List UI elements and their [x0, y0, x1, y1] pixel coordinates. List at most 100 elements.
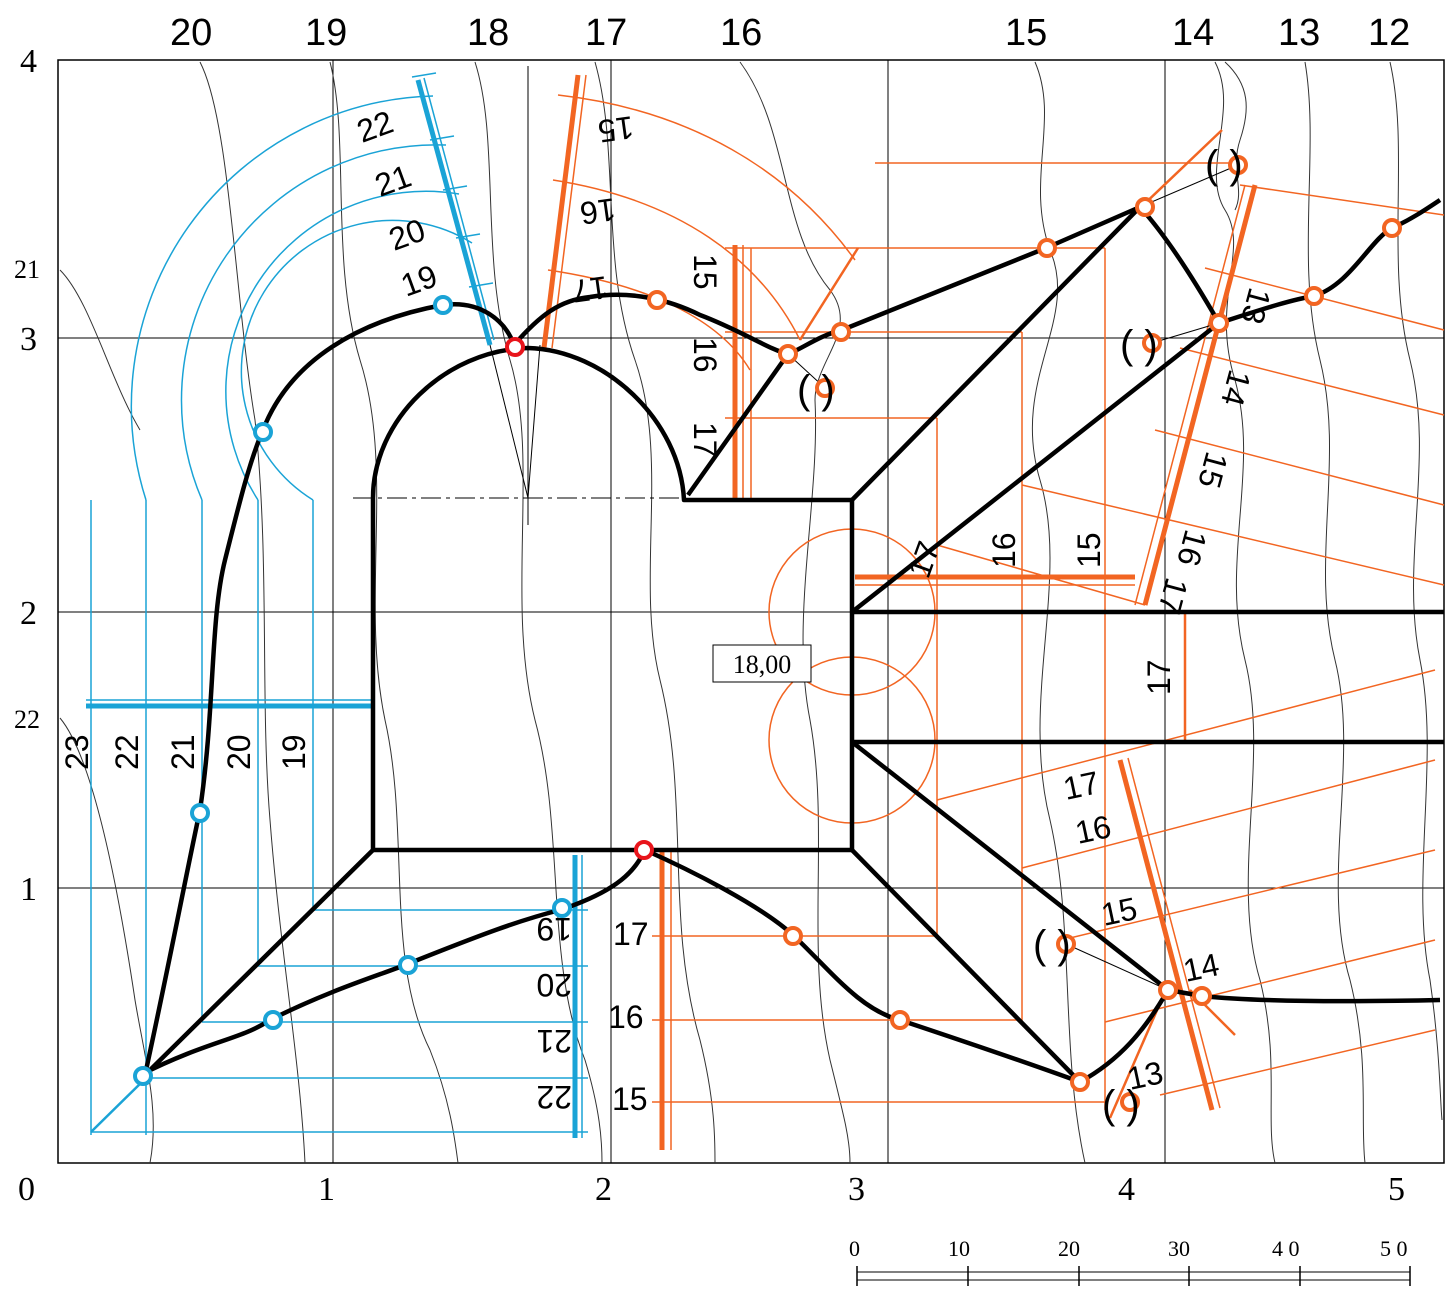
blue-point	[433, 295, 453, 315]
orange-lower-ray	[1104, 939, 1436, 1023]
blue-vertical-label: 23	[59, 734, 95, 770]
orange-top-vertical-label: 17	[687, 422, 723, 458]
paren-markers: ( ) ( ) ( ) ( ) ( )	[797, 143, 1243, 1127]
orange-point	[815, 378, 835, 398]
orange-top-slanted-label: 16	[578, 191, 618, 232]
orange-bottom-right-label: 15	[1098, 890, 1140, 933]
orange-point	[778, 344, 798, 364]
blue-point	[552, 898, 572, 918]
orange-point	[1135, 197, 1155, 217]
contour-line	[474, 61, 603, 1164]
corner-diag	[850, 321, 1221, 614]
paren-marker: ( )	[1102, 1083, 1140, 1127]
orange-top-slanted-label: 15	[596, 109, 636, 150]
corner-diag	[850, 740, 1170, 992]
corner-diag	[850, 848, 1082, 1084]
blue-labels: 22 21 20 19 23 22 21 20 19 19 20 21 22	[59, 104, 572, 1115]
blue-tick	[455, 233, 481, 239]
orange-mid-right-label: 17	[1141, 659, 1177, 695]
y-axis-label: 3	[20, 321, 37, 358]
slope-edge-upper	[512, 292, 843, 357]
x-axis-label: 1	[318, 1171, 335, 1208]
connector	[1065, 943, 1169, 991]
orange-point	[1382, 218, 1402, 238]
orange-bottom-left-label: 15	[612, 1081, 648, 1117]
paren-marker: ( )	[1033, 923, 1071, 967]
blue-vertical-label: 21	[165, 734, 201, 770]
orange-lower-ray	[936, 669, 1436, 801]
orange-point	[1158, 980, 1178, 1000]
connector	[1151, 322, 1220, 344]
paren-marker: ( )	[797, 368, 835, 412]
blue-slanted-label: 22	[352, 104, 398, 150]
orange-bottom-left-label: 17	[613, 916, 649, 952]
blue-arc-20	[225, 190, 460, 501]
orange-point	[647, 290, 667, 310]
orange-bottom-right-label: 16	[1072, 808, 1114, 851]
blue-tick	[468, 282, 494, 288]
blue-slope-line-thin	[423, 77, 495, 341]
paren-marker: ( )	[1120, 323, 1158, 367]
orange-point	[890, 1010, 910, 1030]
road-slope-edge	[841, 198, 1442, 333]
scale-label: 20	[1058, 1236, 1080, 1261]
red-points	[505, 337, 654, 860]
orange-bottom-left-label: 16	[608, 999, 644, 1035]
blue-point	[263, 1010, 283, 1030]
contour-line	[59, 717, 154, 1164]
contour-line	[199, 61, 306, 1164]
top-contour-label: 16	[720, 12, 762, 54]
orange-ray	[1179, 347, 1445, 416]
left-contour-label: 21	[14, 255, 40, 284]
orange-point	[783, 926, 803, 946]
orange-diag	[1137, 129, 1223, 211]
orange-ray	[1204, 267, 1445, 331]
x-axis-label: 0	[18, 1171, 35, 1208]
orange-slope-line	[541, 74, 581, 349]
orange-point	[1070, 1072, 1090, 1092]
orange-mid-vertical-label: 15	[1071, 532, 1107, 568]
peak-wedge	[489, 344, 541, 499]
orange-point	[1304, 286, 1324, 306]
grid-axis-labels: 0 1 2 3 4 5 4 3 2 1	[18, 43, 1405, 1208]
top-contour-label: 18	[467, 12, 509, 54]
blue-vertical-label: 20	[221, 734, 257, 770]
blue-points	[133, 295, 572, 1086]
elevation-value: 18,00	[733, 650, 792, 679]
blue-bottom-label: 21	[536, 1023, 572, 1059]
corner-diag	[850, 205, 1142, 502]
red-point	[505, 337, 525, 357]
orange-right-lower-slope-thin	[1127, 757, 1221, 1109]
orange-arc-15	[557, 94, 856, 261]
contour-line	[594, 61, 716, 1164]
blue-tick	[411, 72, 437, 78]
top-contour-label: 20	[170, 12, 212, 54]
top-contour-label: 17	[585, 12, 627, 54]
red-point	[634, 840, 654, 860]
orange-top-vertical-label: 16	[687, 337, 723, 373]
orange-slope-line-thin	[551, 74, 587, 349]
orange-right-slanted-label: 16	[1170, 526, 1214, 570]
left-contour-label: 22	[14, 705, 40, 734]
blue-slope-line	[415, 79, 493, 346]
orange-point	[1142, 333, 1162, 353]
elevation-box	[712, 644, 812, 683]
orange-bottom-right-label: 17	[1060, 764, 1102, 807]
orange-right-slanted-label: 14	[1214, 366, 1258, 410]
orange-lower-ray	[1069, 849, 1436, 939]
orange-cut-line	[798, 247, 860, 341]
top-contour-label: 13	[1278, 12, 1320, 54]
y-axis-label: 2	[20, 595, 37, 632]
blue-slanted-label: 20	[384, 212, 430, 258]
orange-top-slanted-label: 17	[570, 269, 610, 310]
scale-label: 4 0	[1272, 1236, 1300, 1261]
orange-arc-16	[552, 179, 801, 341]
orange-points	[647, 155, 1402, 1112]
elevation-marker: 18,00	[712, 644, 812, 683]
blue-point	[398, 955, 418, 975]
left-margin-contour-labels: 21 22	[14, 255, 40, 734]
contour-line	[1304, 61, 1366, 1164]
scale-label: 10	[948, 1236, 970, 1261]
corner-diag	[143, 848, 375, 1077]
orange-ray	[1154, 429, 1445, 506]
